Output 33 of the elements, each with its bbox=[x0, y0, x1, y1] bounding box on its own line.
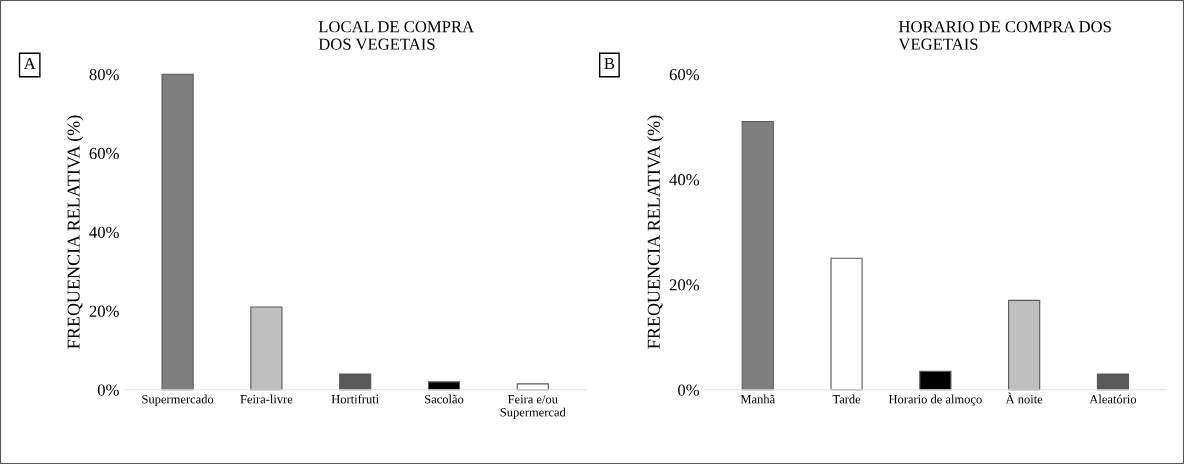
y-tick-label: 20% bbox=[89, 305, 119, 317]
bar bbox=[161, 73, 194, 391]
bar bbox=[830, 257, 863, 391]
y-tick-label: 0% bbox=[97, 384, 119, 396]
text: B bbox=[604, 58, 615, 70]
x-tick-label: Feira-livre bbox=[240, 394, 293, 404]
bar bbox=[919, 370, 952, 391]
x-tick-label: Sacolão bbox=[425, 394, 464, 404]
x-tick-label: À noite bbox=[1005, 392, 1043, 404]
bar bbox=[741, 121, 774, 391]
y-tick-label: 20% bbox=[669, 279, 700, 291]
x-tick-label: Feira e/ou Supermercad bbox=[500, 395, 566, 420]
x-tick-label: Tarde bbox=[832, 394, 861, 404]
x-tick-label: Manhã bbox=[740, 394, 775, 404]
y-tick-label: 60% bbox=[669, 68, 700, 81]
y-tick-label: 80% bbox=[89, 68, 119, 81]
text: A bbox=[23, 57, 36, 69]
y-axis-title: FREQUENCIA RELATIVA (%) bbox=[647, 115, 664, 349]
y-tick-label: 0% bbox=[678, 384, 700, 396]
bar bbox=[250, 306, 283, 391]
bar bbox=[1096, 373, 1130, 391]
chart-title: LOCAL DE COMPRA DOS VEGETAIS bbox=[318, 21, 475, 50]
y-tick-label: 60% bbox=[89, 147, 119, 160]
x-tick-label: Hortifruti bbox=[331, 394, 379, 404]
x-tick-label: Aleatório bbox=[1089, 394, 1137, 404]
x-tick-label: Horario de almoço bbox=[888, 394, 982, 406]
y-axis-title: FREQUENCIA RELATIVA (%) bbox=[66, 115, 84, 349]
bar bbox=[339, 373, 372, 391]
x-tick-label: Supermercado bbox=[142, 394, 214, 406]
bar bbox=[1008, 299, 1041, 391]
chart-title: HORARIO DE COMPRA DOS VEGETAIS bbox=[898, 21, 1111, 50]
y-tick-label: 40% bbox=[669, 174, 700, 186]
y-tick-label: 40% bbox=[89, 226, 119, 238]
